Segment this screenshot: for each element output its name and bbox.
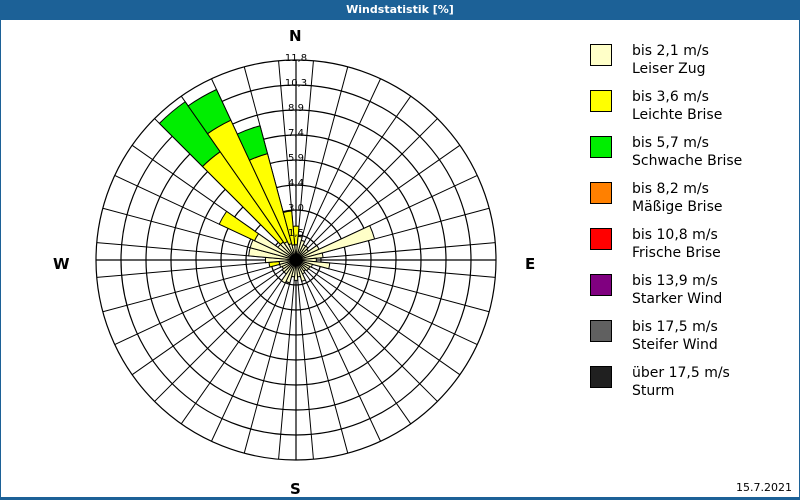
grid-spoke bbox=[295, 259, 438, 402]
grid-spoke bbox=[295, 259, 412, 425]
legend-label: bis 13,9 m/s Starker Wind bbox=[632, 272, 722, 308]
legend-swatch bbox=[590, 274, 612, 296]
wind-sector-bar bbox=[295, 252, 324, 261]
grid-spoke bbox=[114, 259, 297, 345]
ring-label: 1,5 bbox=[288, 228, 304, 239]
legend-swatch bbox=[590, 182, 612, 204]
ring-label: 10,3 bbox=[285, 78, 307, 89]
legend-swatch bbox=[590, 90, 612, 112]
legend-label: bis 3,6 m/s Leichte Brise bbox=[632, 88, 722, 124]
grid-spoke bbox=[96, 259, 297, 278]
wind-sector-bar bbox=[187, 88, 232, 135]
grid-spoke bbox=[131, 259, 297, 376]
legend-label: bis 8,2 m/s Mäßige Brise bbox=[632, 180, 722, 216]
legend-label: bis 5,7 m/s Schwache Brise bbox=[632, 134, 742, 170]
window-title-bar: Windstatistik [%] bbox=[0, 0, 800, 20]
legend-range: bis 13,9 m/s bbox=[632, 273, 718, 289]
wind-sector-bar bbox=[236, 125, 269, 161]
legend-label: bis 2,1 m/s Leiser Zug bbox=[632, 42, 709, 78]
grid-spoke bbox=[102, 259, 297, 313]
legend-swatch bbox=[590, 228, 612, 250]
legend-label: bis 10,8 m/s Frische Brise bbox=[632, 226, 721, 262]
legend-name: Starker Wind bbox=[632, 291, 723, 307]
wind-sector-bar bbox=[218, 210, 260, 242]
legend-name: Schwache Brise bbox=[632, 153, 743, 169]
ring-label: 11,8 bbox=[285, 53, 307, 64]
legend-name: Frische Brise bbox=[632, 245, 721, 261]
grid-spoke bbox=[180, 259, 297, 425]
legend-name: Sturm bbox=[632, 383, 675, 399]
legend-label: über 17,5 m/s Sturm bbox=[632, 364, 730, 400]
grid-spoke bbox=[295, 259, 314, 460]
grid-spoke bbox=[243, 259, 297, 454]
ring-label: 4,4 bbox=[288, 178, 304, 189]
grid-spoke bbox=[154, 259, 297, 402]
legend-range: bis 3,6 m/s bbox=[632, 89, 709, 105]
legend-name: Steifer Wind bbox=[632, 337, 718, 353]
frame-bottom-border bbox=[0, 497, 800, 500]
legend-range: bis 2,1 m/s bbox=[632, 43, 709, 59]
compass-west-label: W bbox=[53, 255, 70, 273]
date-label: 15.7.2021 bbox=[736, 481, 792, 494]
compass-south-label: S bbox=[290, 480, 301, 498]
wind-sector-bar bbox=[295, 224, 376, 261]
grid-spoke bbox=[295, 144, 461, 261]
grid-spoke bbox=[211, 259, 297, 442]
legend-range: über 17,5 m/s bbox=[632, 365, 730, 381]
grid-spoke bbox=[295, 78, 381, 261]
legend-label: bis 17,5 m/s Steifer Wind bbox=[632, 318, 718, 354]
chart-title: Windstatistik [%] bbox=[346, 3, 454, 16]
grid-spoke bbox=[295, 95, 412, 261]
compass-north-label: N bbox=[289, 27, 302, 45]
legend-swatch bbox=[590, 320, 612, 342]
grid-spoke bbox=[295, 259, 349, 454]
ring-label: 5,9 bbox=[288, 153, 304, 164]
legend-range: bis 8,2 m/s bbox=[632, 181, 709, 197]
grid-spoke bbox=[295, 118, 438, 261]
grid-spoke bbox=[295, 259, 461, 376]
compass-east-label: E bbox=[525, 255, 536, 273]
legend-name: Leichte Brise bbox=[632, 107, 723, 123]
grid-spoke bbox=[295, 66, 349, 261]
legend-range: bis 17,5 m/s bbox=[632, 319, 718, 335]
legend-swatch bbox=[590, 136, 612, 158]
legend-range: bis 5,7 m/s bbox=[632, 135, 709, 151]
center-hub bbox=[290, 254, 302, 266]
legend-name: Leiser Zug bbox=[632, 61, 706, 77]
ring-label: 7,4 bbox=[288, 128, 304, 139]
wind-sector-bar bbox=[158, 101, 221, 168]
ring-label: 3,0 bbox=[288, 203, 304, 214]
ring-label: 8,9 bbox=[288, 103, 304, 114]
legend-swatch bbox=[590, 366, 612, 388]
grid-spoke bbox=[295, 259, 478, 345]
legend-name: Mäßige Brise bbox=[632, 199, 723, 215]
grid-spoke bbox=[295, 242, 496, 261]
wind-sector-bar bbox=[282, 210, 296, 246]
grid-spoke bbox=[295, 259, 381, 442]
legend-range: bis 10,8 m/s bbox=[632, 227, 718, 243]
grid-spoke bbox=[278, 259, 297, 460]
legend-swatch bbox=[590, 44, 612, 66]
